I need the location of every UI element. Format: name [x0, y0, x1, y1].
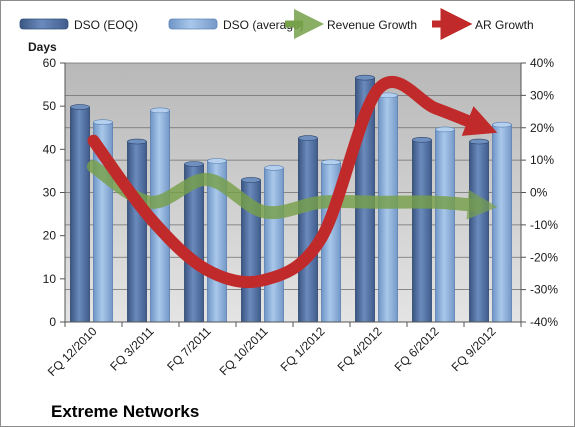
left-tick-label: 0	[49, 315, 56, 329]
left-axis-title: Days	[28, 40, 57, 54]
bar-dso-average	[435, 129, 455, 323]
x-tick-label: FQ 6/2012	[392, 324, 442, 374]
bar-top-dso-eoq	[241, 177, 261, 183]
right-tick-label: 40%	[530, 56, 554, 70]
left-tick-label: 50	[43, 99, 57, 113]
x-tick-label: FQ 3/2011	[107, 324, 157, 374]
legend-item-dso-eoq: DSO (EOQ)	[19, 18, 138, 32]
bar-top-dso-eoq	[298, 135, 318, 141]
legend-swatch-dso-eoq	[19, 18, 69, 30]
right-tick-label: -40%	[530, 315, 558, 329]
line-revenue-growth	[87, 160, 498, 220]
lines	[87, 76, 498, 289]
left-tick-label: 20	[43, 229, 57, 243]
legend-item-ar-growth: AR Growth	[432, 8, 534, 40]
bar-top-dso-average	[321, 159, 341, 166]
left-tick-label: 60	[43, 56, 57, 70]
x-tick-label: FQ 12/2010	[45, 324, 100, 379]
right-tick-label: 10%	[530, 153, 554, 167]
bar-dso-eoq	[412, 139, 432, 323]
legend-item-revenue-growth: Revenue Growth	[285, 9, 417, 39]
x-tick-label: FQ 1/2012	[278, 324, 328, 374]
bar-dso-eoq	[70, 106, 90, 323]
left-tick-label: 30	[43, 186, 57, 200]
bar-dso-eoq	[469, 141, 489, 323]
right-tick-label: 20%	[530, 121, 554, 135]
bar-dso-average	[492, 124, 512, 323]
bar-top-dso-average	[435, 126, 455, 133]
legend-label-ar-growth: AR Growth	[475, 18, 534, 32]
legend-label-revenue-growth: Revenue Growth	[327, 18, 417, 32]
bar-top-dso-eoq	[355, 74, 375, 81]
bar-top-dso-average	[264, 165, 284, 171]
bar-top-dso-eoq	[469, 138, 489, 145]
line-ar-growth	[87, 76, 498, 289]
bar-top-dso-average	[492, 121, 512, 128]
axes	[60, 62, 526, 327]
left-tick-label: 40	[43, 142, 57, 156]
right-tick-label: -10%	[530, 218, 558, 232]
x-tick-label: FQ 4/2012	[335, 324, 385, 374]
bar-top-dso-average	[207, 158, 227, 164]
bar-top-dso-eoq	[412, 137, 432, 143]
x-tick-label: FQ 9/2012	[449, 324, 499, 374]
bar-top-dso-average	[93, 119, 113, 125]
right-tick-label: -20%	[530, 250, 558, 264]
legend-item-dso-average: DSO (average)	[168, 18, 304, 32]
bar-top-dso-eoq	[184, 161, 204, 167]
right-tick-label: 0%	[530, 186, 548, 200]
legend-swatch-dso-average	[168, 18, 218, 30]
legend-label-dso-eoq: DSO (EOQ)	[74, 18, 138, 32]
legend-label-dso-average: DSO (average)	[223, 18, 304, 32]
bar-top-dso-eoq	[127, 138, 147, 145]
company-name: Extreme Networks	[51, 402, 199, 421]
right-tick-label: -30%	[530, 283, 558, 297]
legend: DSO (EOQ) DSO (average) Revenue Growth A…	[19, 8, 534, 40]
right-tick-label: 30%	[530, 88, 554, 102]
bar-top-dso-eoq	[70, 104, 90, 110]
x-tick-label: FQ 10/2011	[217, 324, 271, 378]
bar-dso-eoq	[127, 141, 147, 323]
left-tick-label: 10	[43, 272, 57, 286]
bar-top-dso-average	[150, 107, 170, 114]
x-tick-label: FQ 7/2011	[164, 324, 214, 374]
bar-dso-eoq	[298, 137, 318, 323]
bar-dso-average	[264, 167, 284, 323]
